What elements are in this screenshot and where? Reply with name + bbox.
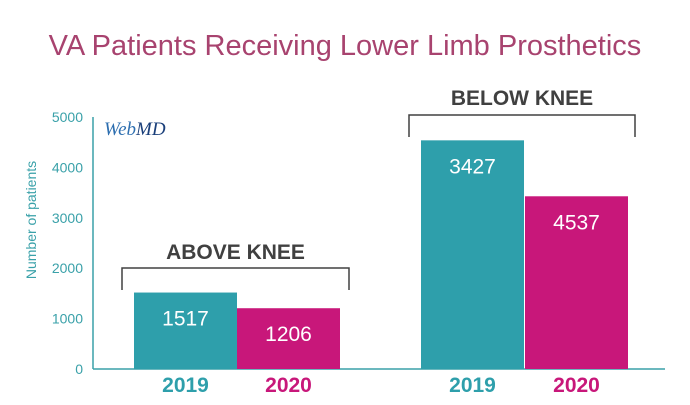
bar-value-label: 1517: [162, 308, 209, 331]
y-axis-label: Number of patients: [23, 161, 39, 279]
y-tick-label: 3000: [52, 210, 83, 226]
y-tick-label: 1000: [52, 311, 83, 327]
x-category-label: 2020: [553, 374, 600, 397]
y-tick-label: 5000: [52, 109, 83, 125]
group-bracket: [121, 267, 350, 290]
bars: [134, 140, 628, 369]
bar: [134, 292, 237, 369]
group-bracket: [408, 114, 636, 137]
webmd-logo-suffix: MD: [135, 119, 166, 140]
bar-value-label: 3427: [449, 155, 496, 178]
y-tick-label: 4000: [52, 159, 83, 175]
webmd-logo: WebMD: [104, 119, 166, 140]
bar-value-label: 1206: [265, 323, 312, 346]
group-label: ABOVE KNEE: [166, 241, 305, 264]
y-tick-label: 0: [75, 361, 83, 377]
labels: ABOVE KNEE 1517 2019 1206 2020 BELOW KNEE 3427…: [121, 87, 636, 397]
bar: [237, 308, 340, 369]
bar-value-label: 4537: [553, 211, 600, 234]
bar: [525, 196, 628, 369]
bar: [421, 140, 524, 369]
webmd-logo-prefix: Web: [104, 119, 136, 140]
x-category-label: 2020: [265, 374, 312, 397]
chart-title: VA Patients Receiving Lower Limb Prosthe…: [49, 30, 642, 62]
x-category-label: 2019: [162, 374, 209, 397]
group-label: BELOW KNEE: [451, 87, 593, 110]
x-category-label: 2019: [449, 374, 496, 397]
y-tick-label: 2000: [52, 260, 83, 276]
